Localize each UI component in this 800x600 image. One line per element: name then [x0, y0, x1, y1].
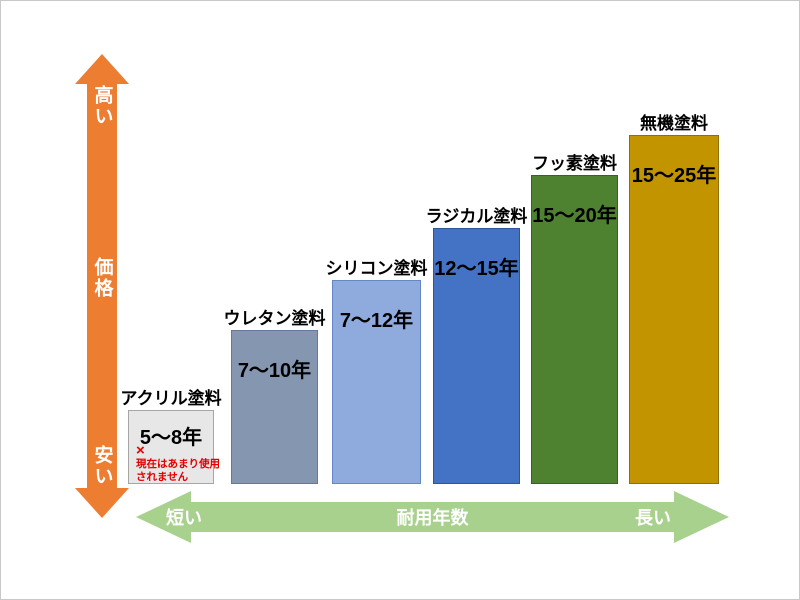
durability-axis-arrow: 短い 耐用年数 長い [136, 491, 729, 543]
bar-years-urethane: 7～10年 [237, 360, 312, 382]
bar-name-acrylic: アクリル塗料 [120, 389, 222, 408]
bar-years-silicone: 7～12年 [339, 310, 414, 332]
arrow-left-icon [136, 491, 191, 543]
arrow-right-icon [674, 491, 729, 543]
acrylic-note-line2: されません [136, 470, 189, 483]
bar-years-acrylic: 5～8年 [139, 427, 203, 449]
bar-fluorine: フッ素塗料 15～20年 [531, 154, 618, 484]
bar-radical: ラジカル塗料 12～15年 [426, 207, 527, 484]
durability-short-label: 短い [166, 508, 202, 528]
bar-name-inorganic: 無機塗料 [640, 114, 708, 133]
bar-inorganic: 無機塗料 15～25年 [629, 114, 719, 484]
bar-name-silicone: シリコン塗料 [325, 259, 428, 278]
price-axis-arrow: 高い 価格 安い [75, 54, 129, 518]
durability-long-label: 長い [635, 508, 671, 528]
durability-axis-label: 耐用年数 [396, 508, 469, 528]
bar-years-radical: 12～15年 [434, 258, 519, 280]
price-axis-shaft [87, 83, 117, 489]
bar-acrylic: アクリル塗料 5～8年 × 現在はあまり使用 されません [120, 389, 222, 484]
bar-urethane: ウレタン塗料 7～10年 [224, 309, 326, 484]
bar-years-fluorine: 15～20年 [532, 205, 617, 227]
cross-mark-icon: × [136, 442, 145, 459]
price-low-label: 安い [91, 445, 113, 487]
bar-silicone: シリコン塗料 7～12年 [326, 259, 428, 484]
price-axis-label: 価格 [91, 257, 113, 299]
arrow-up-icon [75, 54, 129, 84]
acrylic-note: × 現在はあまり使用 されません [136, 442, 220, 483]
durability-axis-shaft [191, 502, 674, 532]
acrylic-note-line1: 現在はあまり使用 [136, 458, 220, 470]
bar-name-fluorine: フッ素塗料 [532, 154, 617, 173]
bar-years-inorganic: 15～25年 [631, 165, 717, 187]
bar-name-urethane: ウレタン塗料 [223, 309, 326, 328]
bar-name-radical: ラジカル塗料 [425, 207, 528, 226]
price-high-label: 高い [91, 85, 113, 127]
arrow-down-icon [75, 488, 129, 518]
